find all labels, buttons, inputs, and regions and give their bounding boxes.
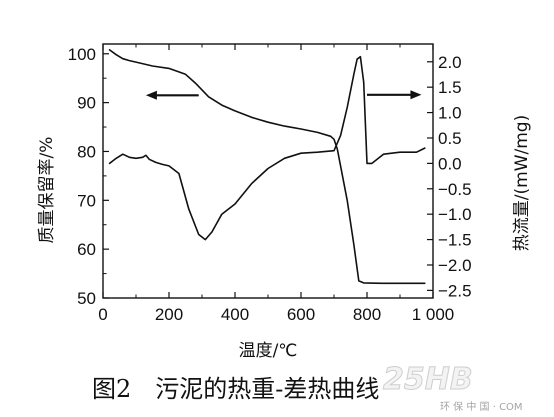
mass-retention-curve [108, 49, 426, 285]
arrow-head [410, 90, 422, 100]
axes-layer: 0 200 400 600 800 1 000 50 60 70 80 90 100 2.0 1.5 1.0… [68, 43, 472, 324]
watermark-logo-text: 25HB [383, 362, 473, 397]
left-y-tick-label: 70 [77, 191, 96, 210]
right-y-tick-label: 1.0 [438, 104, 462, 123]
x-tick-label: 400 [221, 305, 249, 324]
heat-flow-curve [108, 55, 426, 241]
watermark-sub-text: 环 保 中 国 · COM [440, 400, 523, 413]
right-y-tick-label: −0.5 [438, 180, 472, 199]
right-axis-pointer-arrow [367, 90, 422, 100]
x-tick-label: 200 [155, 305, 183, 324]
right-y-tick-label: 0.0 [438, 154, 462, 173]
x-tick-label: 1 000 [412, 305, 455, 324]
x-tick-label: 800 [353, 305, 381, 324]
left-y-tick-label: 90 [77, 94, 96, 113]
right-y-tick-label: −2.5 [438, 281, 472, 300]
right-y-tick-label: −2.0 [438, 256, 472, 275]
left-y-tick-label: 50 [77, 289, 96, 308]
right-y-tick-label: 0.5 [438, 129, 462, 148]
plot-frame [102, 43, 434, 299]
x-tick-label: 0 [98, 305, 107, 324]
left-y-axis-title: 质量保留率/% [37, 137, 57, 244]
left-y-tick-label: 60 [77, 240, 96, 259]
x-axis-title: 温度/℃ [239, 341, 298, 361]
left-y-tick-label: 80 [77, 142, 96, 161]
right-y-tick-label: 2.0 [438, 53, 462, 72]
right-y-tick-label: 1.5 [438, 78, 462, 97]
arrow-head [145, 90, 157, 100]
watermark-logo: 25HB 环 保 中 国 · COM [383, 362, 523, 414]
annotation-layer [145, 90, 422, 100]
right-y-tick-label: −1.5 [438, 231, 472, 250]
right-y-tick-label: −1.0 [438, 205, 472, 224]
left-axis-pointer-arrow [145, 90, 199, 100]
x-tick-label: 600 [287, 305, 315, 324]
figure-caption: 图2 污泥的热重-差热曲线 [92, 375, 379, 403]
right-y-axis-title: 热流量/(mW/mg) [512, 115, 532, 251]
left-y-tick-label: 100 [68, 45, 96, 64]
series-layer [108, 49, 426, 285]
